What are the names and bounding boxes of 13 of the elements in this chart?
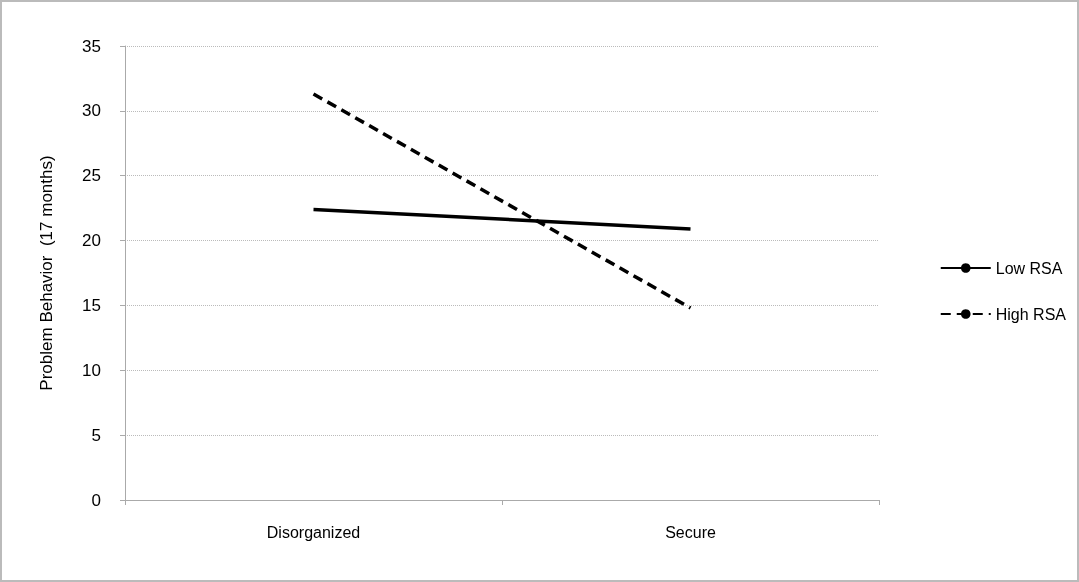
y-tick-label: 10 [82,360,101,380]
legend-label: High RSA [995,305,1067,323]
y-tick-label: 5 [91,425,101,445]
y-tick-label: 15 [82,295,101,315]
y-axis-title: Problem Behavior (17 months) [37,155,56,391]
x-tick-label: Secure [665,523,716,541]
x-tick-label: Disorganized [266,523,361,541]
y-tick-label: 30 [82,101,101,121]
y-tick-label: 35 [82,36,101,56]
y-tick-label: 20 [82,231,101,251]
y-tick-label: 25 [82,166,101,186]
legend-label: Low RSA [995,259,1063,277]
y-tick-label: 0 [91,490,101,510]
